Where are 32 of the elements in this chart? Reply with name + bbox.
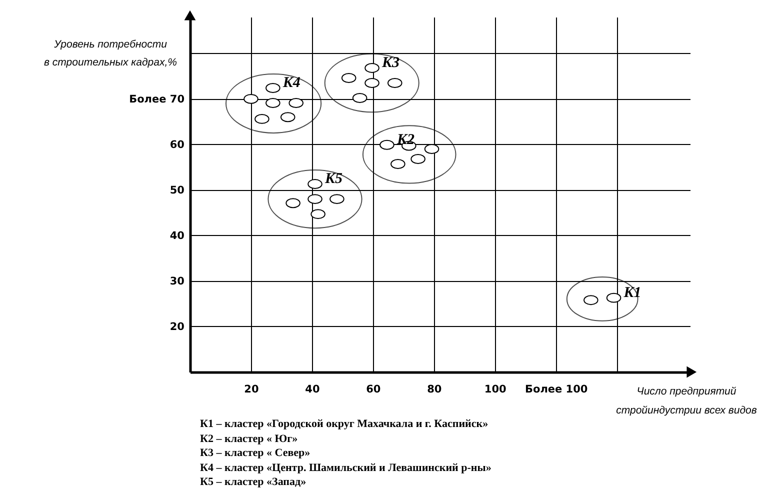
point (310, 209, 326, 220)
y-tick-label: 20 (170, 320, 184, 333)
y-tick-label: 60 (170, 138, 184, 151)
point (286, 198, 300, 208)
x-tick-label: Более 100 (524, 384, 588, 396)
text: К4 – кластер «Центр. Шамильский и Левашинский р-ны» (200, 460, 492, 475)
point (330, 194, 344, 204)
x-tick-label: 80 (427, 384, 442, 396)
text: К2 – кластер « Юг» (200, 432, 299, 446)
x-tick-label: 60 (366, 384, 381, 396)
y-tick-label: Более 70 (129, 93, 184, 106)
point (584, 295, 598, 306)
text: К1 – кластер «Городской округ Махачкала и г. Каспийск» (200, 417, 490, 432)
x-tick-label: 100 (484, 384, 506, 396)
text: К3 – кластер « Север» (200, 446, 312, 460)
point (244, 94, 258, 104)
point (308, 194, 322, 204)
y-axis-title: Уровень потребности в строительных кадрах,% (44, 38, 177, 68)
point (254, 114, 270, 124)
x-tick-label: 20 (244, 384, 259, 396)
text: К5 – кластер «Запад» (200, 475, 308, 490)
series-label: K3 (381, 54, 400, 71)
point (364, 62, 380, 73)
point (308, 179, 322, 190)
point (380, 140, 394, 150)
series-label: K4 (282, 75, 301, 91)
y-tick-label: 30 (170, 275, 184, 288)
y-tick-label: 50 (170, 184, 184, 196)
series-label: K5 (324, 171, 344, 188)
x-axis-title: Число предприятий стройиндустрии всех видов (616, 386, 758, 416)
y-tick-label: 40 (170, 230, 184, 242)
x-tick-label: 40 (305, 384, 320, 396)
